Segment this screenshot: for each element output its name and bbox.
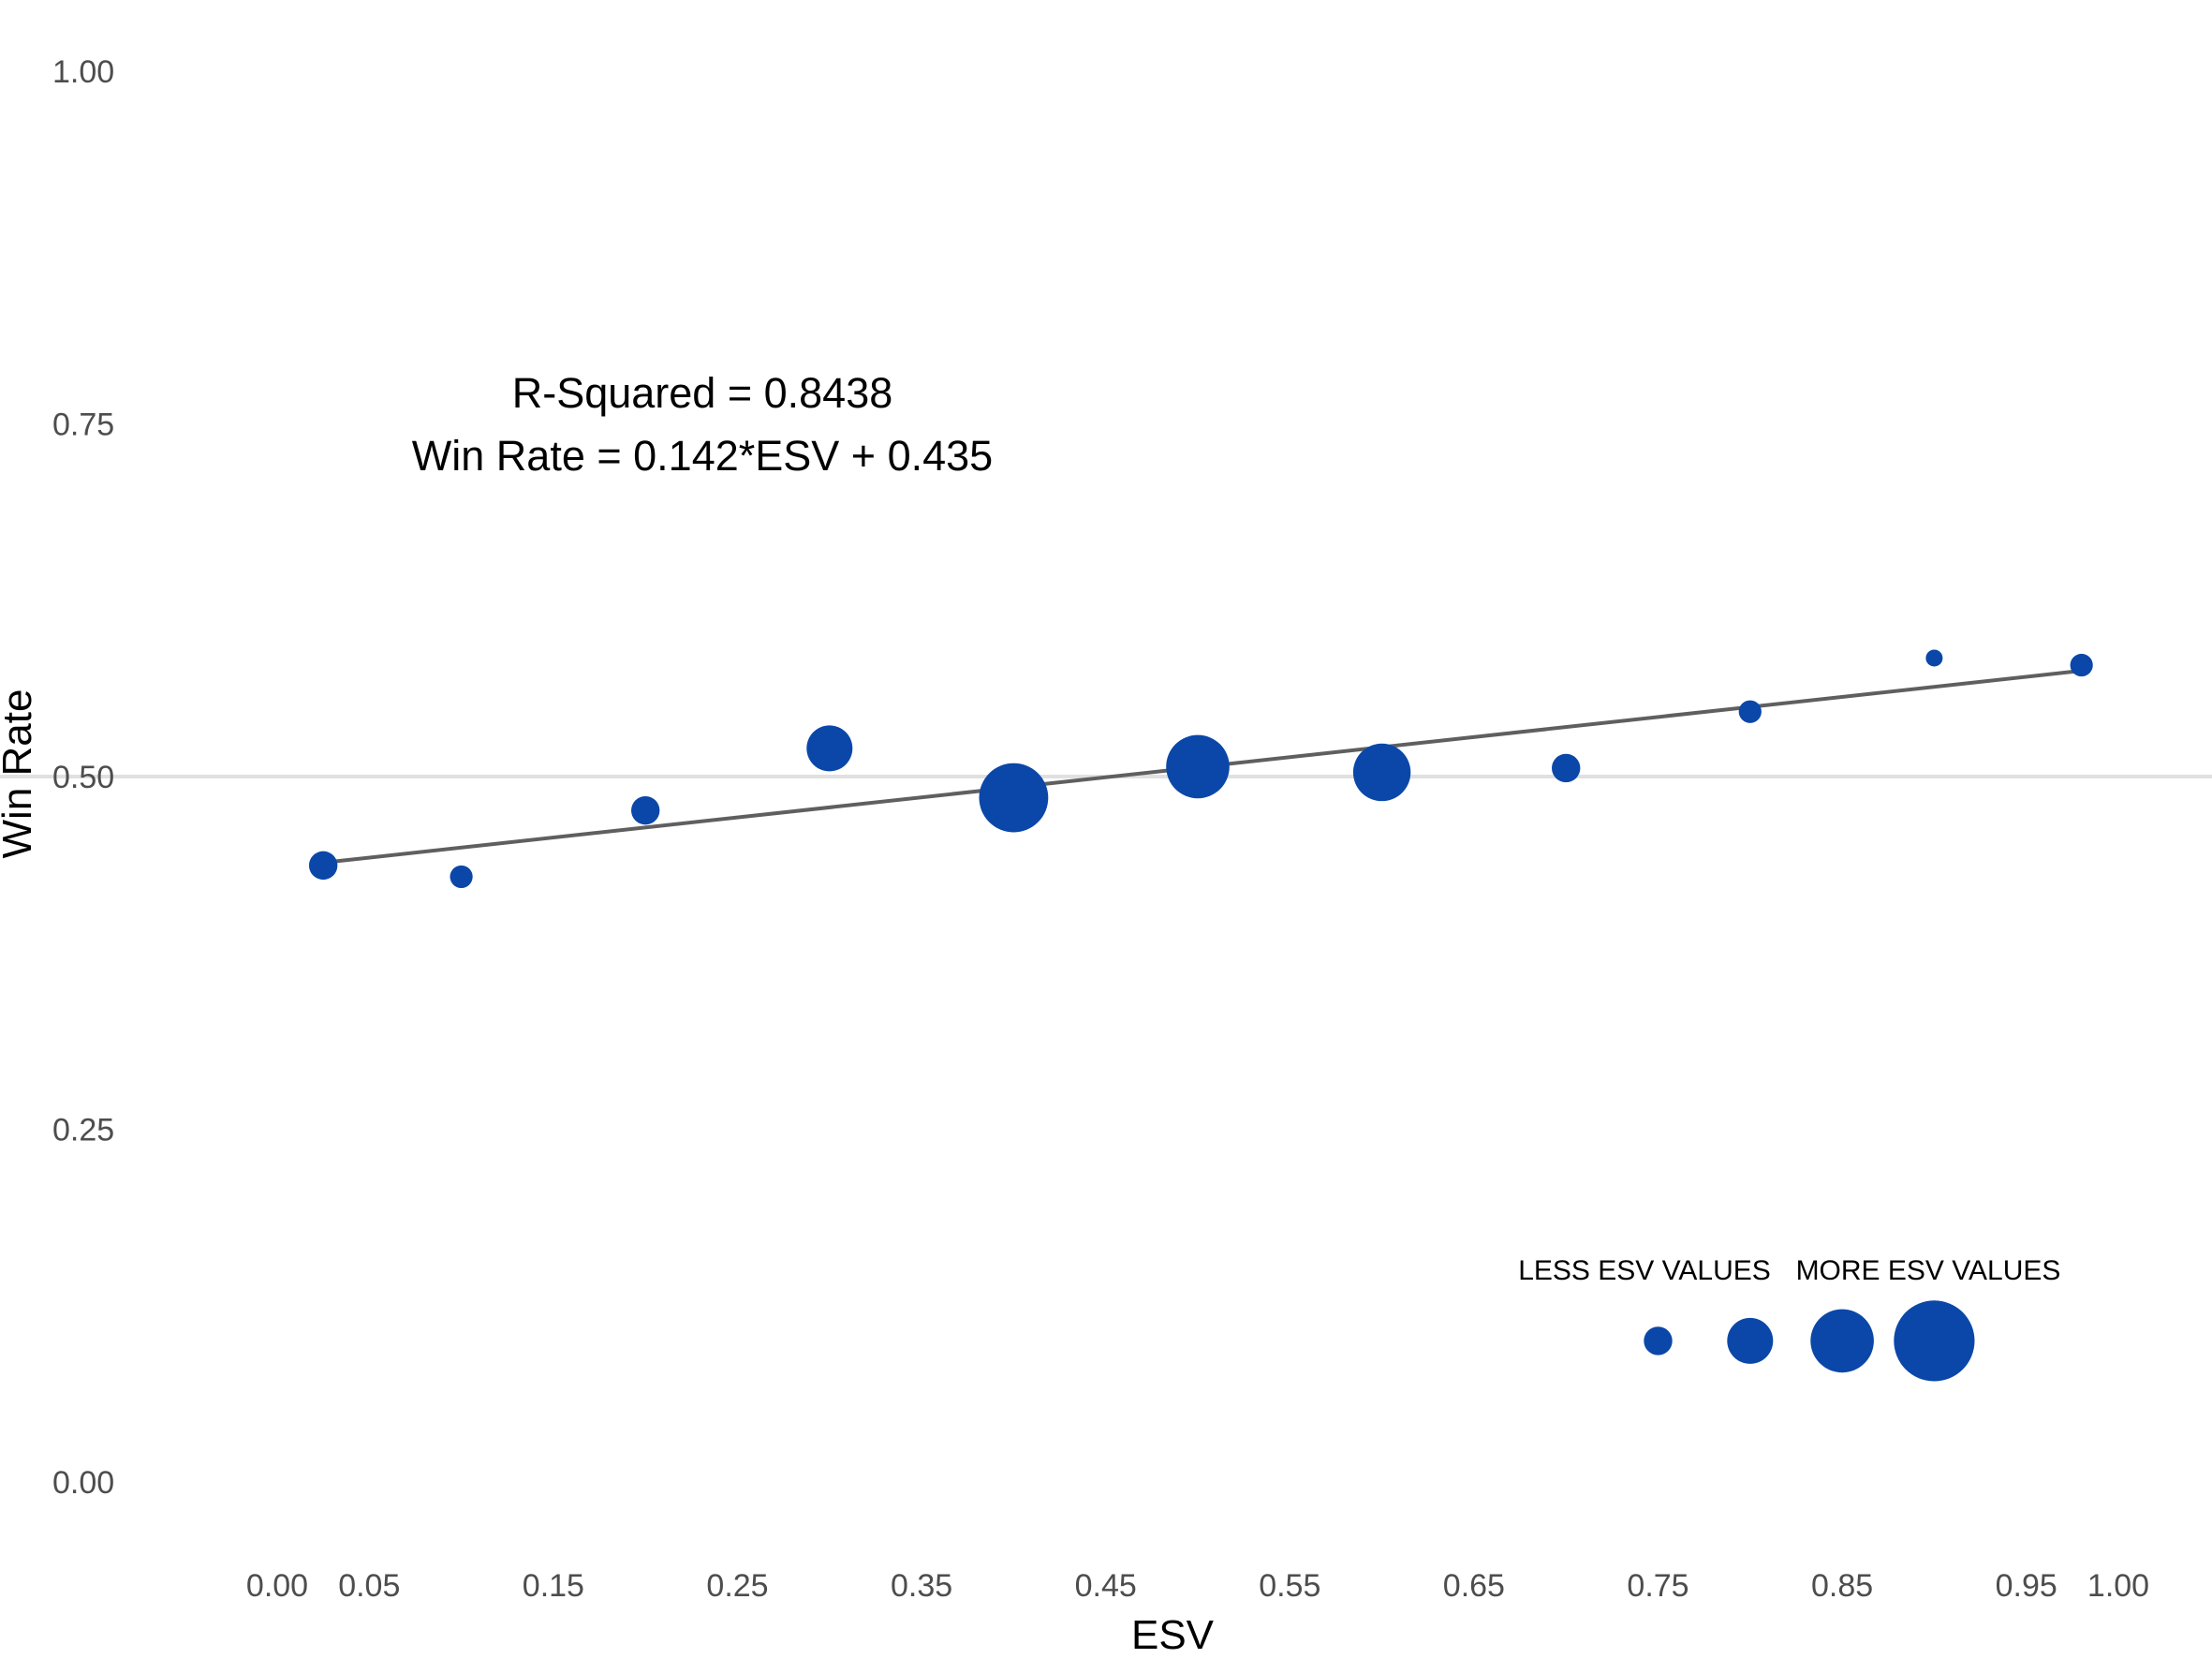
y-axis-ticks: 0.00 0.25 0.50 0.75 1.00 — [52, 54, 114, 1501]
x-tick-label: 0.65 — [1443, 1568, 1505, 1604]
data-point — [450, 865, 473, 889]
data-point — [979, 763, 1049, 833]
legend-size-circle — [1894, 1300, 1975, 1382]
data-point — [2070, 653, 2093, 677]
data-point — [1166, 734, 1230, 799]
legend-less-label: LESS ESV VALUES — [1518, 1255, 1771, 1286]
x-tick-label: 0.95 — [1996, 1568, 2057, 1604]
y-tick-label: 0.00 — [52, 1465, 114, 1501]
legend-size-circle — [1644, 1326, 1673, 1355]
legend-more-label: MORE ESV VALUES — [1796, 1255, 2061, 1286]
x-tick-label: 0.75 — [1627, 1568, 1688, 1604]
data-point — [1738, 700, 1762, 723]
x-tick-label: 0.85 — [1811, 1568, 1873, 1604]
regression-equation-annotation: Win Rate = 0.142*ESV + 0.435 — [412, 432, 993, 480]
size-legend: LESS ESV VALUES MORE ESV VALUES — [1518, 1255, 2060, 1382]
data-points-layer — [308, 649, 2093, 889]
data-point — [1925, 649, 1943, 667]
data-point — [308, 851, 338, 881]
x-tick-label: 0.25 — [706, 1568, 768, 1604]
x-axis-ticks: 0.00 0.05 0.15 0.25 0.35 0.45 0.55 0.65 0.75 0.85… — [246, 1568, 2149, 1604]
data-point — [1352, 743, 1411, 802]
x-tick-label: 0.55 — [1259, 1568, 1320, 1604]
y-axis-title: Win Rate — [0, 689, 40, 859]
legend-size-circle — [1727, 1317, 1774, 1364]
r-squared-annotation: R-Squared = 0.8438 — [512, 369, 893, 417]
data-point — [806, 725, 853, 772]
x-tick-label: 1.00 — [2087, 1568, 2149, 1604]
y-tick-label: 0.25 — [52, 1113, 114, 1148]
y-tick-label: 0.50 — [52, 760, 114, 795]
y-tick-label: 0.75 — [52, 407, 114, 443]
x-tick-label: 0.35 — [891, 1568, 952, 1604]
x-tick-label: 0.00 — [246, 1568, 308, 1604]
y-tick-label: 1.00 — [52, 54, 114, 90]
x-axis-title: ESV — [1131, 1612, 1215, 1658]
x-tick-label: 0.15 — [523, 1568, 584, 1604]
data-point — [1552, 753, 1581, 783]
x-tick-label: 0.05 — [338, 1568, 400, 1604]
data-point — [631, 795, 660, 825]
legend-size-circle — [1810, 1309, 1874, 1373]
x-tick-label: 0.45 — [1075, 1568, 1137, 1604]
